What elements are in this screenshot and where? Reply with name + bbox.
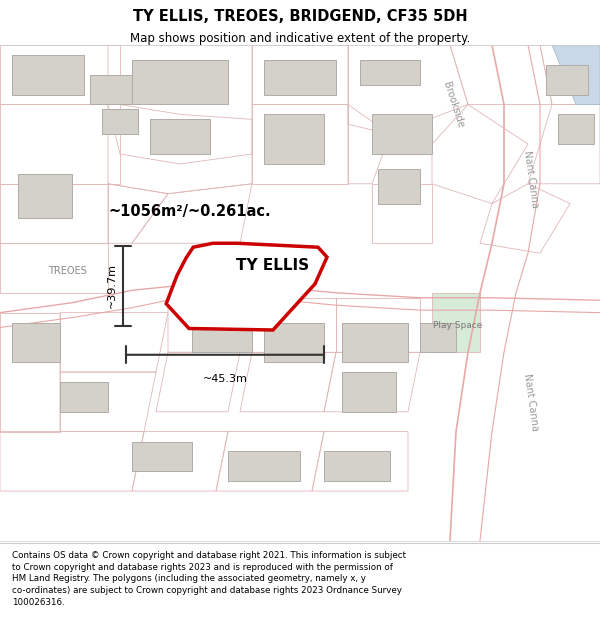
Text: Nant Canna: Nant Canna [522, 149, 540, 208]
Polygon shape [264, 60, 336, 94]
Polygon shape [90, 75, 132, 104]
Polygon shape [552, 45, 600, 104]
Text: ~39.7m: ~39.7m [107, 263, 117, 308]
Polygon shape [264, 322, 324, 362]
Text: TY ELLIS, TREOES, BRIDGEND, CF35 5DH: TY ELLIS, TREOES, BRIDGEND, CF35 5DH [133, 9, 467, 24]
Text: Brookside: Brookside [441, 80, 465, 129]
Text: TY ELLIS: TY ELLIS [236, 258, 310, 273]
Polygon shape [132, 60, 228, 104]
Polygon shape [432, 292, 480, 352]
Text: Contains OS data © Crown copyright and database right 2021. This information is : Contains OS data © Crown copyright and d… [12, 551, 406, 607]
Polygon shape [342, 322, 408, 362]
Polygon shape [420, 322, 456, 352]
Polygon shape [546, 65, 588, 94]
Polygon shape [264, 114, 324, 164]
Polygon shape [166, 243, 327, 330]
Polygon shape [342, 372, 396, 412]
Polygon shape [360, 60, 420, 84]
Polygon shape [372, 114, 432, 154]
Text: Nant Canna: Nant Canna [522, 372, 540, 431]
Polygon shape [150, 119, 210, 154]
Polygon shape [192, 312, 252, 352]
Polygon shape [132, 441, 192, 471]
Polygon shape [12, 55, 84, 94]
Text: Play Space: Play Space [433, 321, 482, 329]
Text: Map shows position and indicative extent of the property.: Map shows position and indicative extent… [130, 32, 470, 46]
Polygon shape [18, 174, 72, 219]
Polygon shape [558, 114, 594, 144]
Polygon shape [102, 109, 138, 134]
Text: ~1056m²/~0.261ac.: ~1056m²/~0.261ac. [108, 204, 271, 219]
Polygon shape [12, 322, 60, 362]
Polygon shape [324, 451, 390, 481]
Polygon shape [228, 451, 300, 481]
Polygon shape [378, 169, 420, 204]
Text: TREOES: TREOES [48, 266, 87, 276]
Polygon shape [60, 382, 108, 412]
Text: ~45.3m: ~45.3m [203, 374, 247, 384]
